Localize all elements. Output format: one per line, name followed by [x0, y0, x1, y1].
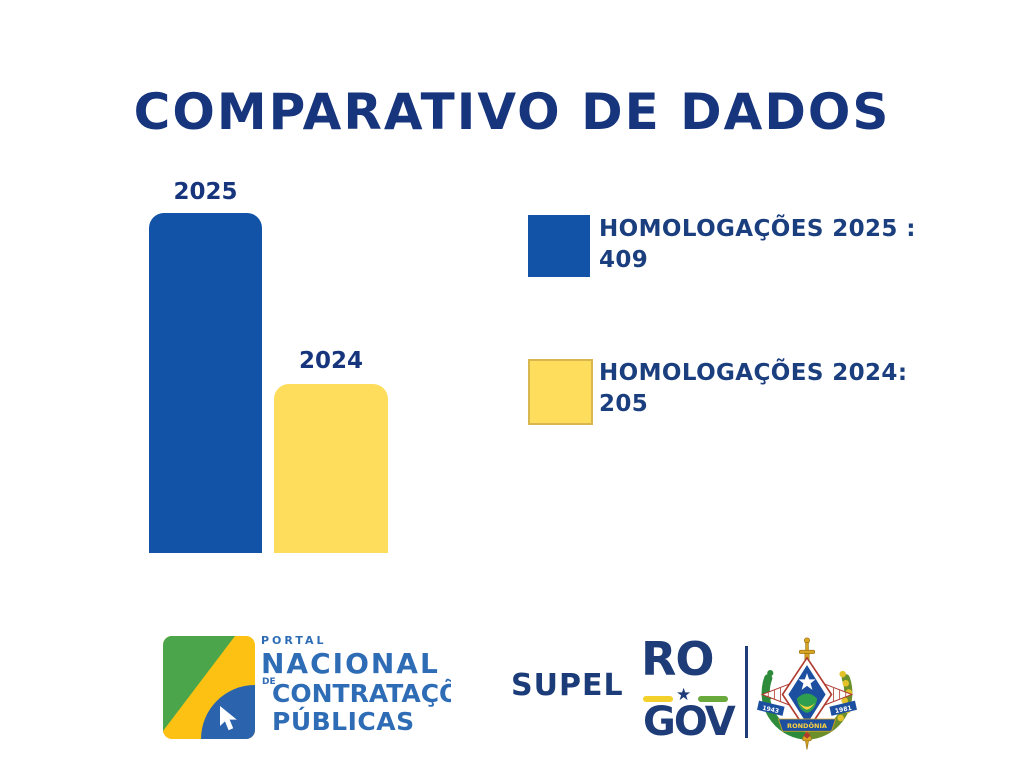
logo-separator: [745, 646, 748, 738]
bar-label-2024: 2024: [298, 348, 363, 374]
ro-gov-gov: GOV: [643, 699, 736, 745]
bar-2024: [274, 384, 388, 553]
legend-label-2025: HOMOLOGAÇÕES 2025 :: [599, 216, 916, 242]
pncp-de-label: DE: [262, 677, 276, 687]
pncp-publicas-label: PÚBLICAS: [272, 707, 415, 736]
cursor-icon: [220, 706, 237, 731]
supel-logo: SUPEL: [511, 668, 624, 703]
pncp-nacional-label: NACIONAL: [261, 647, 440, 680]
star-icon: ★: [676, 685, 692, 705]
pncp-logo-text: PORTAL NACIONAL DE CONTRATAÇÕES PÚBLICAS: [261, 633, 451, 739]
green-dash: [698, 696, 728, 702]
coat-year-left: 1943: [762, 705, 780, 715]
pncp-logo-icon: [163, 636, 255, 739]
coat-state-name: RONDÔNIA: [787, 721, 828, 730]
legend-item-2024: HOMOLOGAÇÕES 2024: 205: [599, 358, 929, 420]
legend-item-2025: HOMOLOGAÇÕES 2025 : 409: [599, 214, 929, 276]
rondonia-coat-of-arms-icon: 1943 1981 RONDÔNIA: [757, 637, 857, 750]
coat-year-right: 1981: [834, 705, 852, 715]
bar-label-2025: 2025: [173, 179, 238, 205]
page-title: COMPARATIVO DE DADOS: [133, 83, 891, 141]
legend-label-2024: HOMOLOGAÇÕES 2024:: [599, 360, 908, 386]
pncp-portal-label: PORTAL: [261, 634, 327, 647]
ro-gov-ro: RO: [641, 632, 715, 686]
pncp-contratacoes-label: CONTRATAÇÕES: [272, 679, 451, 708]
legend-swatch-2025: [528, 215, 590, 277]
yellow-dash: [643, 696, 673, 702]
legend-value-2025: 409: [599, 247, 649, 273]
bar-2025: [149, 213, 262, 553]
legend-value-2024: 205: [599, 391, 649, 417]
legend-swatch-2024: [528, 359, 593, 425]
